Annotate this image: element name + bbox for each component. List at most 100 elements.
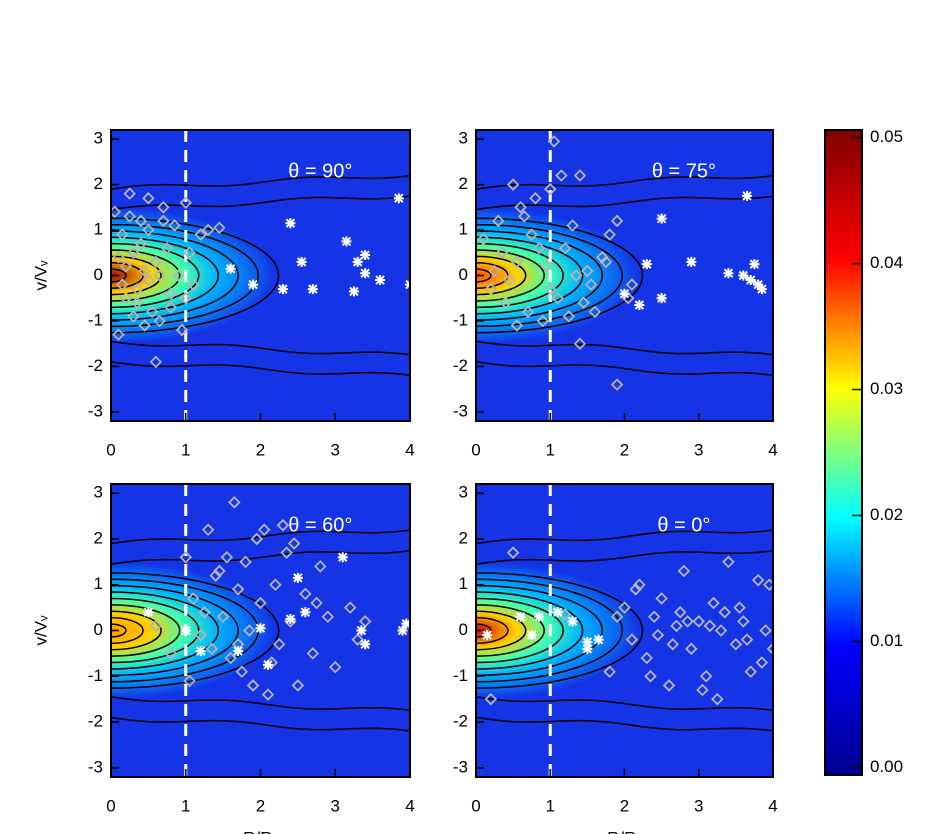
diamond-point — [134, 214, 148, 228]
diamond-point — [737, 615, 750, 628]
density-core — [111, 207, 276, 344]
diamond-point — [112, 251, 125, 264]
y-axis-label: v/Vᵥ — [31, 260, 50, 291]
colorbar-tick-label: 0.04 — [870, 253, 903, 272]
panel — [111, 484, 410, 777]
diamond-point — [343, 601, 357, 614]
diamond-point — [521, 305, 535, 319]
diamond-point — [254, 596, 267, 610]
diamond-point — [172, 269, 185, 282]
diamond-point — [130, 282, 144, 296]
diamond-point — [584, 278, 598, 291]
y-tick-label: -1 — [453, 310, 468, 329]
diamond-point — [707, 596, 720, 610]
contour — [476, 716, 773, 732]
diamond-point — [506, 546, 520, 559]
x-tick-label: 1 — [546, 796, 555, 815]
diamond-point — [127, 246, 140, 260]
diamond-point — [566, 219, 579, 232]
panel-title: θ = 75° — [652, 160, 716, 182]
diamond-point — [145, 305, 159, 319]
diamond-point — [186, 592, 200, 605]
diamond-point — [351, 633, 364, 646]
asterisk-point — [393, 193, 404, 204]
asterisk-point — [738, 270, 749, 281]
diamond-point — [179, 291, 193, 305]
contour — [476, 623, 492, 638]
diamond-point — [722, 555, 735, 569]
diamond-point — [517, 210, 531, 223]
diamond-point — [257, 523, 271, 537]
diamond-point — [276, 518, 290, 532]
asterisk-point — [360, 268, 371, 279]
x-tick-label: 3 — [694, 796, 703, 815]
diamond-point — [696, 683, 709, 697]
contour — [111, 604, 181, 657]
asterisk-point — [248, 279, 259, 290]
panel-title: θ = 60° — [288, 514, 352, 536]
diamond-point — [744, 665, 757, 678]
contour — [476, 175, 773, 190]
contour — [111, 223, 259, 328]
diamond-point — [506, 178, 520, 191]
diamond-point — [246, 679, 260, 692]
asterisk-point — [337, 552, 348, 563]
y-tick-label: 1 — [94, 574, 103, 593]
y-tick-label: 3 — [459, 483, 468, 502]
density-core — [111, 561, 276, 700]
diamond-point — [711, 692, 724, 706]
density-core — [476, 561, 640, 700]
contour — [111, 696, 410, 712]
diamond-point — [213, 564, 226, 578]
diamond-point — [510, 255, 524, 269]
x-tick-label: 2 — [620, 796, 629, 815]
diamond-point — [149, 355, 163, 369]
diamond-point — [647, 610, 661, 624]
x-tick-label: 2 — [620, 440, 629, 459]
contour — [476, 195, 773, 211]
asterisk-point — [225, 263, 236, 274]
diamond-point — [681, 615, 694, 628]
x-axis-label: R/Rᵥ — [607, 828, 642, 834]
x-tick-label: 0 — [106, 440, 115, 459]
diamond-point — [235, 665, 249, 678]
contour — [476, 223, 623, 328]
asterisk-point — [292, 572, 303, 583]
diamond-point — [142, 191, 155, 205]
diamond-point — [119, 291, 133, 305]
diamond-point — [610, 214, 624, 228]
diamond-point — [160, 241, 174, 255]
x-tick-label: 1 — [546, 440, 555, 459]
diamond-point — [733, 601, 746, 614]
diamond-point — [220, 550, 234, 564]
diamond-point — [239, 555, 252, 569]
y-tick-label: -1 — [453, 666, 468, 685]
y-tick-label: 3 — [94, 483, 103, 502]
contour — [111, 591, 220, 670]
asterisk-point — [143, 607, 154, 618]
diamond-point — [198, 605, 211, 619]
diamond-point — [164, 301, 178, 314]
diamond-point — [551, 291, 564, 305]
asterisk-point — [582, 636, 593, 647]
asterisk-point — [195, 646, 206, 657]
y-tick-label: -2 — [453, 356, 468, 375]
diamond-point — [562, 310, 576, 323]
diamond-point — [164, 647, 178, 660]
y-tick-label: -3 — [88, 757, 103, 776]
diamond-point — [321, 610, 335, 624]
diamond-point — [149, 619, 163, 633]
diamond-point — [510, 319, 524, 332]
diamond-point — [228, 496, 241, 509]
diamond-point — [183, 246, 196, 260]
y-tick-label: 0 — [94, 620, 103, 639]
asterisk-point — [552, 607, 563, 618]
diamond-point — [573, 169, 587, 182]
diamond-point — [573, 337, 587, 350]
diamond-point — [618, 601, 631, 614]
asterisk-point — [745, 275, 756, 286]
contour — [111, 255, 162, 296]
asterisk-point — [749, 259, 760, 270]
contour — [111, 584, 239, 677]
asterisk-point — [296, 256, 307, 267]
